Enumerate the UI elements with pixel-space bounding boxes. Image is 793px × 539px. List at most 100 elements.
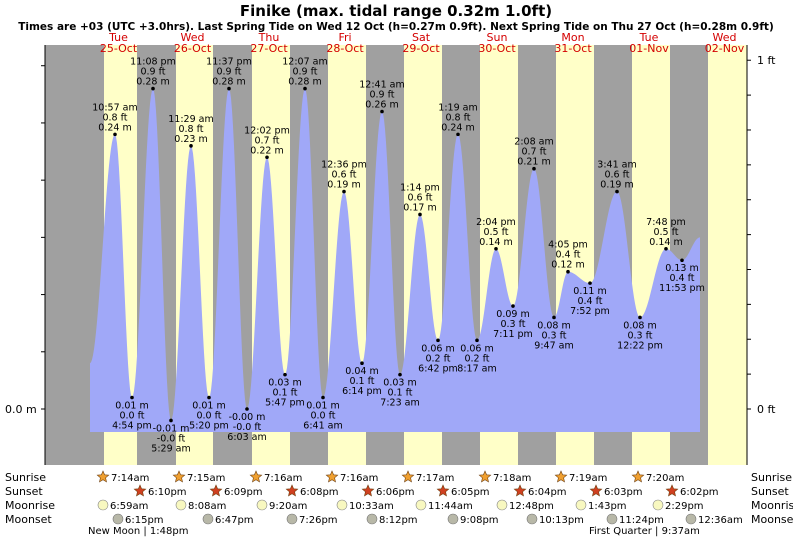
day-name-label: Tue [108,31,128,44]
sunset-time: 6:10pm [148,487,187,498]
tide-height-ft: 0.4 ft [669,273,694,284]
moonrise-icon [97,499,109,511]
tide-point [638,315,642,320]
moonrise-time: 6:59am [110,501,148,512]
tide-point [552,315,556,320]
moonset-icon [526,513,538,525]
tide-height-m: 0.01 m [192,401,225,412]
tide-height-ft: 0.8 ft [178,124,203,135]
tide-time: 4:54 pm [112,421,152,432]
sunset-icon [436,484,450,497]
tide-point [245,407,249,411]
tide-time: 8:17 am [457,363,496,374]
tide-time: 5:29 am [151,443,190,454]
row-label-sunset: Sunset [5,485,43,498]
tide-point [456,132,460,137]
tide-time: 12:02 pm [244,125,290,136]
tide-curve [90,88,700,432]
moonrise-icon [575,499,587,511]
moon-phase-label: First Quarter | 9:37am [589,526,700,537]
tide-height-m: 0.24 m [441,122,474,133]
tide-point [615,189,619,194]
tide-height-ft: 0.7 ft [521,147,546,158]
tide-area [90,88,700,432]
tide-height-ft: 0.1 ft [349,376,374,387]
moonset-icon [286,513,298,525]
tide-height-m: 0.11 m [573,286,606,297]
day-date-label: 01-Nov [629,42,669,55]
sunset-time: 6:06pm [376,487,415,498]
day-date-label: 28-Oct [326,42,364,55]
tide-point [130,395,134,400]
tide-height-m: 0.22 m [250,145,283,156]
tide-point [664,247,668,251]
tide-height-m: 0.01 m [115,401,148,412]
moonrise-icon [336,499,348,511]
left-tick-label-0: 0.0 m [5,403,37,416]
tide-height-m: 0.08 m [537,320,570,331]
moonset-time: 10:13pm [539,515,584,526]
sunrise-time: 7:14am [111,473,149,484]
moon-phase-label: New Moon | 1:48pm [88,526,188,537]
moonset-icon [685,513,697,525]
tide-time: 12:07 am [282,57,327,68]
moonset-time: 8:12pm [379,515,418,526]
moonrise-icon [256,499,268,511]
tide-height-ft: -0.0 ft [233,422,262,433]
tide-height-ft: 0.7 ft [254,135,279,146]
tide-height-m: 0.17 m [403,202,436,213]
tide-time: 7:52 pm [570,306,610,317]
tide-height-m: 0.03 m [268,378,301,389]
day-name-label: Fri [338,31,351,44]
tide-height-m: 0.28 m [136,77,169,88]
sunset-time: 6:09pm [224,487,263,498]
tide-height-m: 0.14 m [479,237,512,248]
sunrise-icon [478,470,492,483]
day-date-label: 29-Oct [402,42,440,55]
tide-height-ft: -0.0 ft [157,433,186,444]
tide-time: 5:47 pm [265,398,305,409]
day-labels: Tue25-OctWed26-OctThu27-OctFri28-OctSat2… [100,31,745,55]
tide-height-ft: 0.9 ft [292,67,317,78]
tide-height-m: 0.19 m [327,180,360,191]
tide-point [532,166,536,171]
sunrise-time: 7:16am [340,473,378,484]
tide-time: 7:11 pm [493,329,533,340]
sunset-time: 6:05pm [451,487,490,498]
tide-point [511,304,515,308]
tide-time: 11:53 pm [659,283,705,294]
tide-height-m: 0.21 m [517,157,550,168]
tide-time: 6:03 am [227,432,266,443]
tide-time: 7:48 pm [646,217,686,228]
day-date-label: 27-Oct [250,42,288,55]
day-date-label: 31-Oct [554,42,592,55]
sunrise-icon [325,470,339,483]
tide-height-ft: 0.5 ft [653,227,678,238]
sunrise-icon [401,470,415,483]
tide-time: 12:36 pm [321,160,367,171]
moonset-time: 11:24pm [619,515,664,526]
tide-point [303,86,307,91]
moonrise-icon [652,499,664,511]
tide-time: 1:19 am [438,102,477,113]
sunrise-time: 7:18am [493,473,531,484]
tide-point [151,86,155,91]
sunset-icon [209,484,223,497]
tide-point [283,372,287,377]
tide-time: 4:05 pm [548,240,588,251]
moonrise-icon [175,499,187,511]
tide-time: 9:47 am [534,340,573,351]
tide-height-ft: 0.8 ft [445,112,470,123]
tide-point [566,269,570,274]
moonrise-time: 10:33am [349,501,394,512]
row-label-moonset: Moonset [5,513,52,526]
tide-point [588,281,592,285]
tide-point [169,418,173,423]
tide-height-m: -0.01 m [153,423,190,434]
tide-point [680,258,684,263]
tide-time: 6:41 am [303,421,342,432]
chart-subtitle: Times are +03 (UTC +3.0hrs). Last Spring… [18,21,774,33]
sunrise-icon [249,470,263,483]
tide-height-ft: 0.5 ft [483,227,508,238]
